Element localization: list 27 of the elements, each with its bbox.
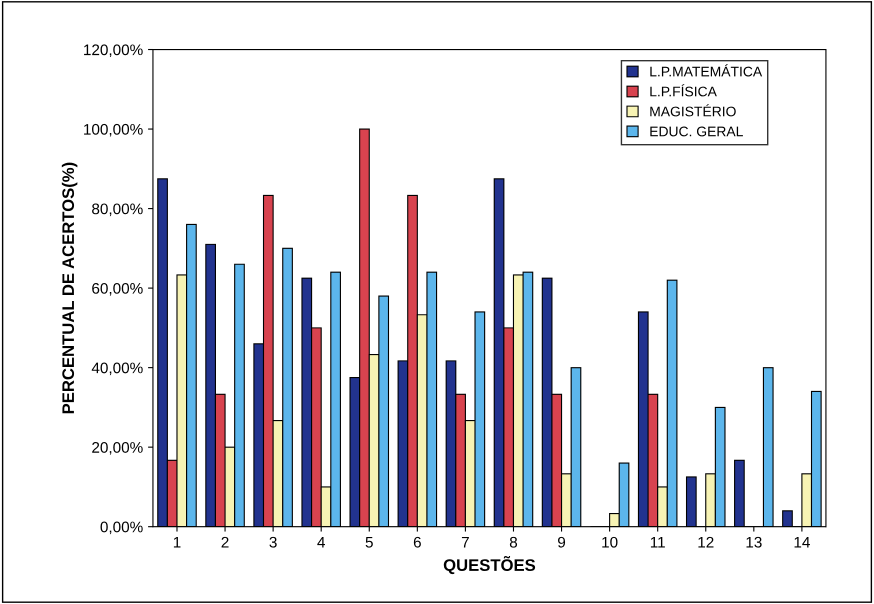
x-tick-label: 3: [269, 536, 277, 548]
legend-label: L.P.FÍSICA: [650, 84, 717, 96]
x-tick-label: 8: [510, 536, 518, 548]
x-tick-label: 2: [222, 536, 229, 548]
x-tick-label: 13: [746, 536, 762, 548]
x-tick-label: 11: [650, 536, 665, 548]
y-tick-label: 20,00%: [92, 442, 143, 455]
y-tick-label: 80,00%: [92, 203, 143, 216]
y-tick-label: 60,00%: [92, 282, 143, 296]
legend-label: EDUC. GERAL: [650, 126, 743, 136]
y-tick-label: 100,00%: [84, 124, 143, 137]
y-tick-label: 40,00%: [92, 362, 143, 376]
x-tick-label: 1: [174, 536, 180, 548]
x-tick-label: 4: [317, 536, 325, 548]
x-axis-title: QUESTÕES: [444, 556, 536, 574]
x-tick-label: 9: [558, 536, 566, 548]
x-tick-label: 6: [414, 536, 421, 548]
legend-label: L.P.MATEMÁTICA: [650, 64, 762, 76]
y-axis-title: PERCENTUAL DE ACERTOS(%): [62, 162, 78, 414]
x-tick-label: 5: [366, 536, 373, 548]
y-tick-label: 120,00%: [84, 44, 143, 58]
x-tick-label: 12: [698, 536, 714, 548]
x-tick-label: 10: [602, 536, 618, 548]
y-tick-label: 0,00%: [100, 522, 143, 534]
x-tick-label: 14: [794, 536, 810, 548]
legend-label: MAGISTÉRIO: [650, 104, 736, 116]
x-tick-label: 7: [462, 536, 469, 548]
